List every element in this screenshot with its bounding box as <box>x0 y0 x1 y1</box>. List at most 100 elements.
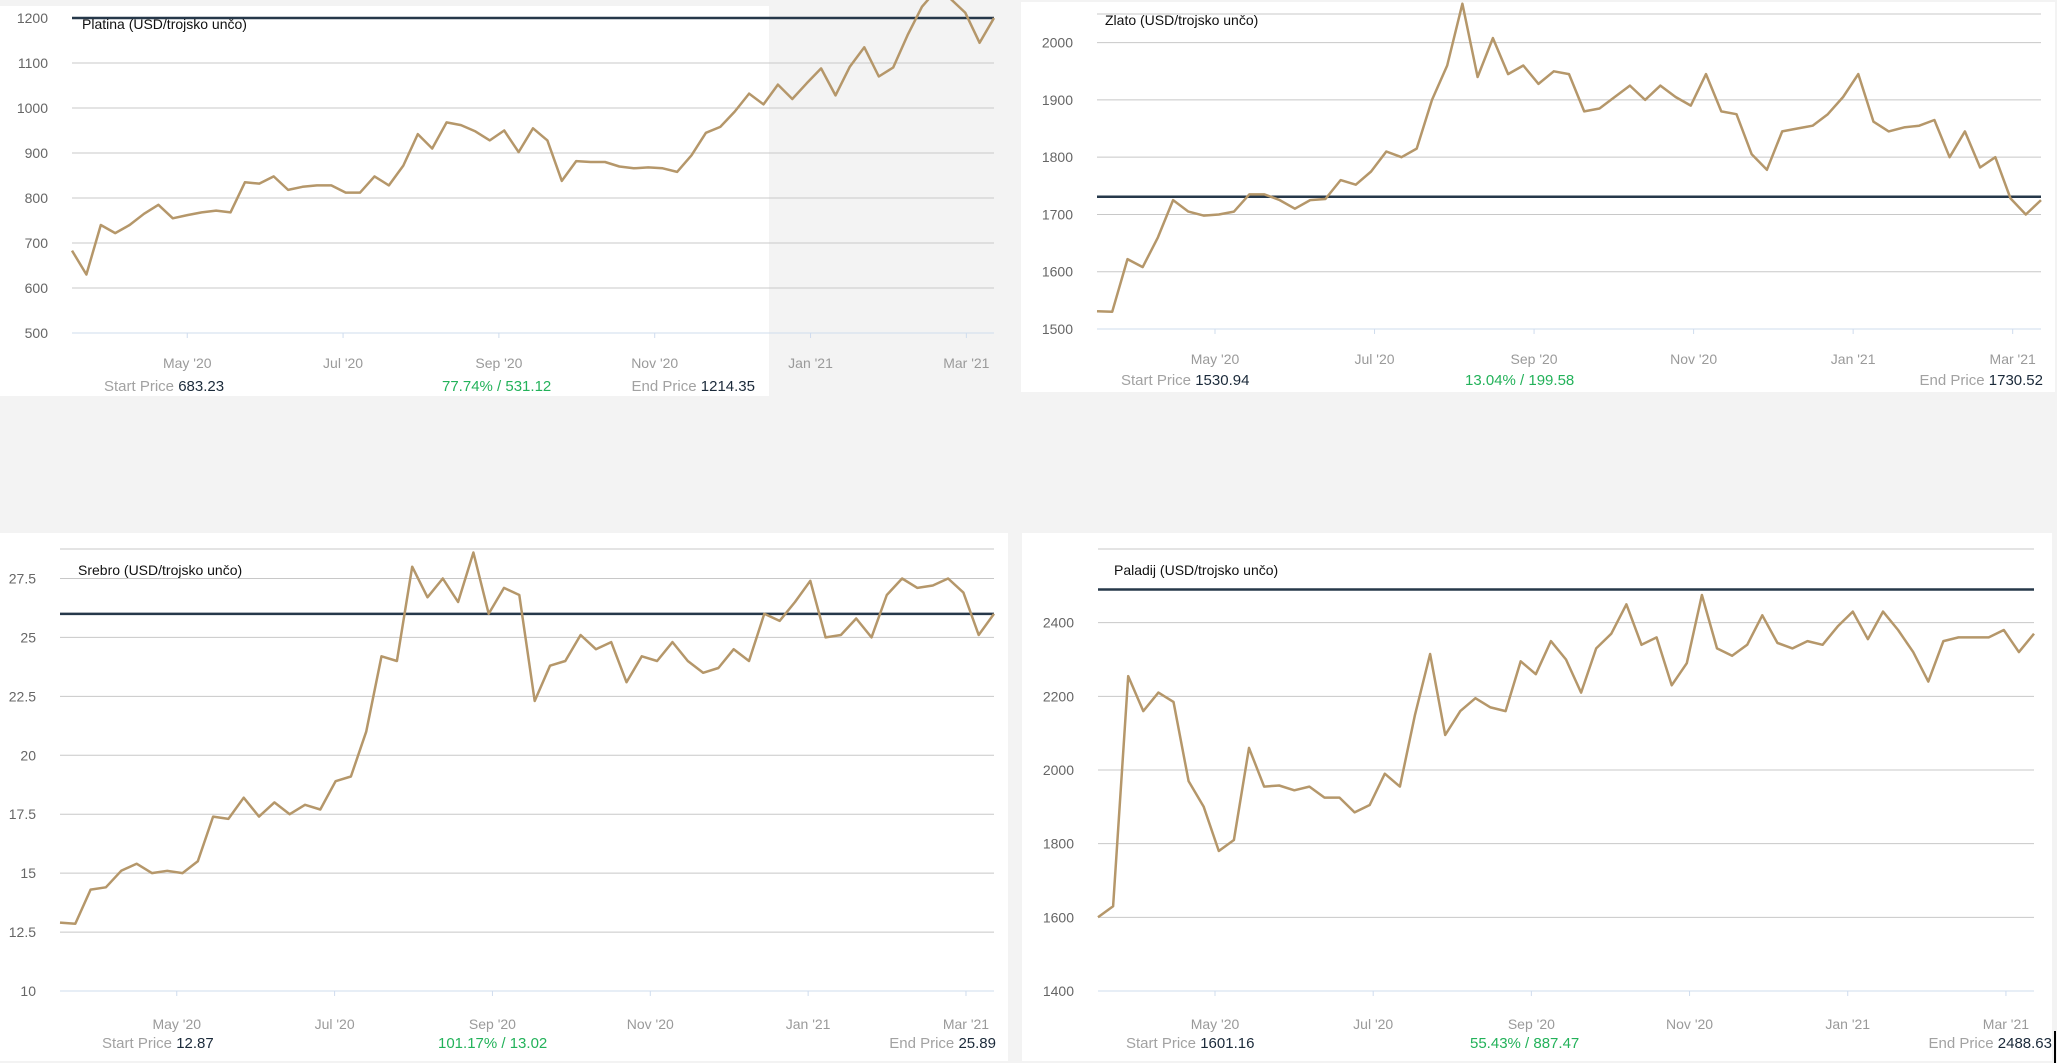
y-tick-label: 1200 <box>17 10 48 26</box>
end-price-label: End Price <box>1928 1035 1994 1052</box>
y-tick-label: 800 <box>25 190 49 206</box>
start-price-value: 1601.16 <box>1200 1035 1255 1052</box>
x-tick-label: Sep '20 <box>1511 351 1558 367</box>
x-tick-label: Sep '20 <box>469 1016 516 1032</box>
text-cursor <box>2054 1031 2056 1063</box>
price-change: 55.43% / 887.47 <box>1470 1035 1580 1052</box>
chart-panel-palladium: 1400 1600 1800 2000 2200 2400 May '20 Jul '20 Se… <box>1022 533 2052 1061</box>
y-tick-label: 1800 <box>1043 836 1074 852</box>
start-price-label: Start Price <box>102 1035 173 1052</box>
y-tick-label: 600 <box>25 280 49 296</box>
y-tick-label: 900 <box>25 145 49 161</box>
x-tick-label: May '20 <box>152 1016 201 1032</box>
x-tick-label: Mar '21 <box>1990 351 2036 367</box>
x-tick-label: Jul '20 <box>1355 351 1395 367</box>
start-price-value: 1530.94 <box>1195 372 1250 389</box>
end-price-label: End Price <box>631 378 697 395</box>
x-tick-label: Mar '21 <box>1983 1016 2029 1032</box>
y-tick-label: 2000 <box>1042 35 1073 51</box>
chart-panel-gold: 1500 1600 1700 1800 1900 2000 May '20 Jul '20 Se… <box>1021 2 2055 392</box>
y-tick-label: 1600 <box>1043 909 1074 925</box>
y-tick-label: 700 <box>25 235 49 251</box>
x-tick-label: Jan '21 <box>786 1016 831 1032</box>
y-tick-label: 2400 <box>1043 615 1074 631</box>
x-tick-label: Nov '20 <box>627 1016 674 1032</box>
x-tick-label: May '20 <box>1191 1016 1240 1032</box>
start-price-value: 683.23 <box>178 378 225 395</box>
price-series-line <box>1097 593 2035 919</box>
x-tick-label: Jan '21 <box>788 355 833 371</box>
y-tick-label: 2200 <box>1043 688 1074 704</box>
price-series-line <box>59 551 996 926</box>
end-price-value: 2488.63 <box>1997 1035 2052 1052</box>
y-tick-label: 22.5 <box>9 688 36 704</box>
y-tick-label: 500 <box>25 325 49 341</box>
x-tick-label: Sep '20 <box>1508 1016 1555 1032</box>
x-tick-label: Jul '20 <box>323 355 363 371</box>
chart-svg-silver: 10 12.5 15 17.5 20 22.5 25 27.5 May '20 Jul '20 Se… <box>9 548 996 1032</box>
end-price-value: 25.89 <box>958 1035 996 1052</box>
y-tick-label: 27.5 <box>9 570 36 586</box>
end-price: End Price 1214.35 <box>632 374 755 400</box>
y-tick-label: 12.5 <box>9 924 36 940</box>
end-price-label: End Price <box>1919 372 1985 389</box>
start-price-label: Start Price <box>1121 372 1192 389</box>
y-tick-label: 1800 <box>1042 149 1073 165</box>
start-price: Start Price 1530.94 <box>1121 368 1249 394</box>
chart-svg-palladium: 1400 1600 1800 2000 2200 2400 May '20 Jul '20 Se… <box>1043 548 2035 1032</box>
x-tick-label: Nov '20 <box>1670 351 1717 367</box>
start-price: Start Price 12.87 <box>102 1031 214 1057</box>
y-tick-label: 10 <box>20 983 36 999</box>
end-price: End Price 25.89 <box>889 1031 996 1057</box>
chart-svg-gold: 1500 1600 1700 1800 1900 2000 May '20 Jul '20 Se… <box>1042 2 2042 367</box>
x-tick-label: Mar '21 <box>943 355 989 371</box>
price-change: 13.04% / 199.58 <box>1465 372 1575 389</box>
chart-panel-platinum: 500 600 700 800 900 1000 1100 1200 May '20 Jul '2… <box>0 0 996 396</box>
end-price: End Price 1730.52 <box>1920 368 2043 394</box>
chart-panel-silver: 10 12.5 15 17.5 20 22.5 25 27.5 May '20 Jul '20 Se… <box>0 533 1008 1061</box>
price-footer-palladium: Start Price 1601.16 55.43% / 887.47 End … <box>1022 1031 2052 1057</box>
start-price: Start Price 1601.16 <box>1126 1031 1254 1057</box>
y-tick-label: 1500 <box>1042 321 1073 337</box>
x-tick-label: Jul '20 <box>1353 1016 1393 1032</box>
start-price-label: Start Price <box>1126 1035 1197 1052</box>
y-tick-label: 1100 <box>18 55 48 71</box>
start-price-value: 12.87 <box>176 1035 214 1052</box>
start-price: Start Price 683.23 <box>104 374 224 400</box>
start-price-label: Start Price <box>104 378 175 395</box>
x-tick-label: Jan '21 <box>1831 351 1876 367</box>
price-footer-silver: Start Price 12.87 101.17% / 13.02 End Pr… <box>0 1031 1008 1057</box>
price-footer-platinum: Start Price 683.23 77.74% / 531.12 End P… <box>0 374 769 400</box>
end-price: End Price 2488.63 <box>1929 1031 2052 1057</box>
price-change: 101.17% / 13.02 <box>438 1035 548 1052</box>
price-series-line <box>1096 2 2042 314</box>
chart-title: Paladij (USD/trojsko unčo) <box>1114 562 1278 578</box>
y-tick-label: 1700 <box>1042 206 1073 222</box>
x-tick-label: Mar '21 <box>943 1016 989 1032</box>
x-tick-label: Jul '20 <box>315 1016 355 1032</box>
price-series-line <box>70 0 996 276</box>
y-tick-label: 1900 <box>1042 92 1073 108</box>
x-tick-label: May '20 <box>163 355 212 371</box>
price-change: 77.74% / 531.12 <box>442 378 552 395</box>
y-tick-label: 15 <box>20 865 36 881</box>
y-tick-label: 2000 <box>1043 762 1074 778</box>
y-tick-label: 25 <box>20 629 36 645</box>
y-tick-label: 1000 <box>17 100 48 116</box>
y-tick-label: 20 <box>20 747 36 763</box>
chart-title: Zlato (USD/trojsko unčo) <box>1105 12 1258 28</box>
chart-title: Platina (USD/trojsko unčo) <box>82 16 247 32</box>
price-footer-gold: Start Price 1530.94 13.04% / 199.58 End … <box>1021 368 2055 394</box>
x-tick-label: Nov '20 <box>631 355 678 371</box>
x-tick-label: Sep '20 <box>475 355 522 371</box>
y-tick-label: 1600 <box>1042 264 1073 280</box>
end-price-value: 1214.35 <box>700 378 755 395</box>
end-price-value: 1730.52 <box>1988 372 2043 389</box>
chart-svg-platinum: 500 600 700 800 900 1000 1100 1200 May '20 Jul '2… <box>17 0 996 371</box>
x-tick-label: Jan '21 <box>1825 1016 1870 1032</box>
x-tick-label: Nov '20 <box>1666 1016 1713 1032</box>
y-tick-label: 1400 <box>1043 983 1074 999</box>
chart-title: Srebro (USD/trojsko unčo) <box>78 562 242 578</box>
end-price-label: End Price <box>889 1035 955 1052</box>
y-tick-label: 17.5 <box>9 806 36 822</box>
